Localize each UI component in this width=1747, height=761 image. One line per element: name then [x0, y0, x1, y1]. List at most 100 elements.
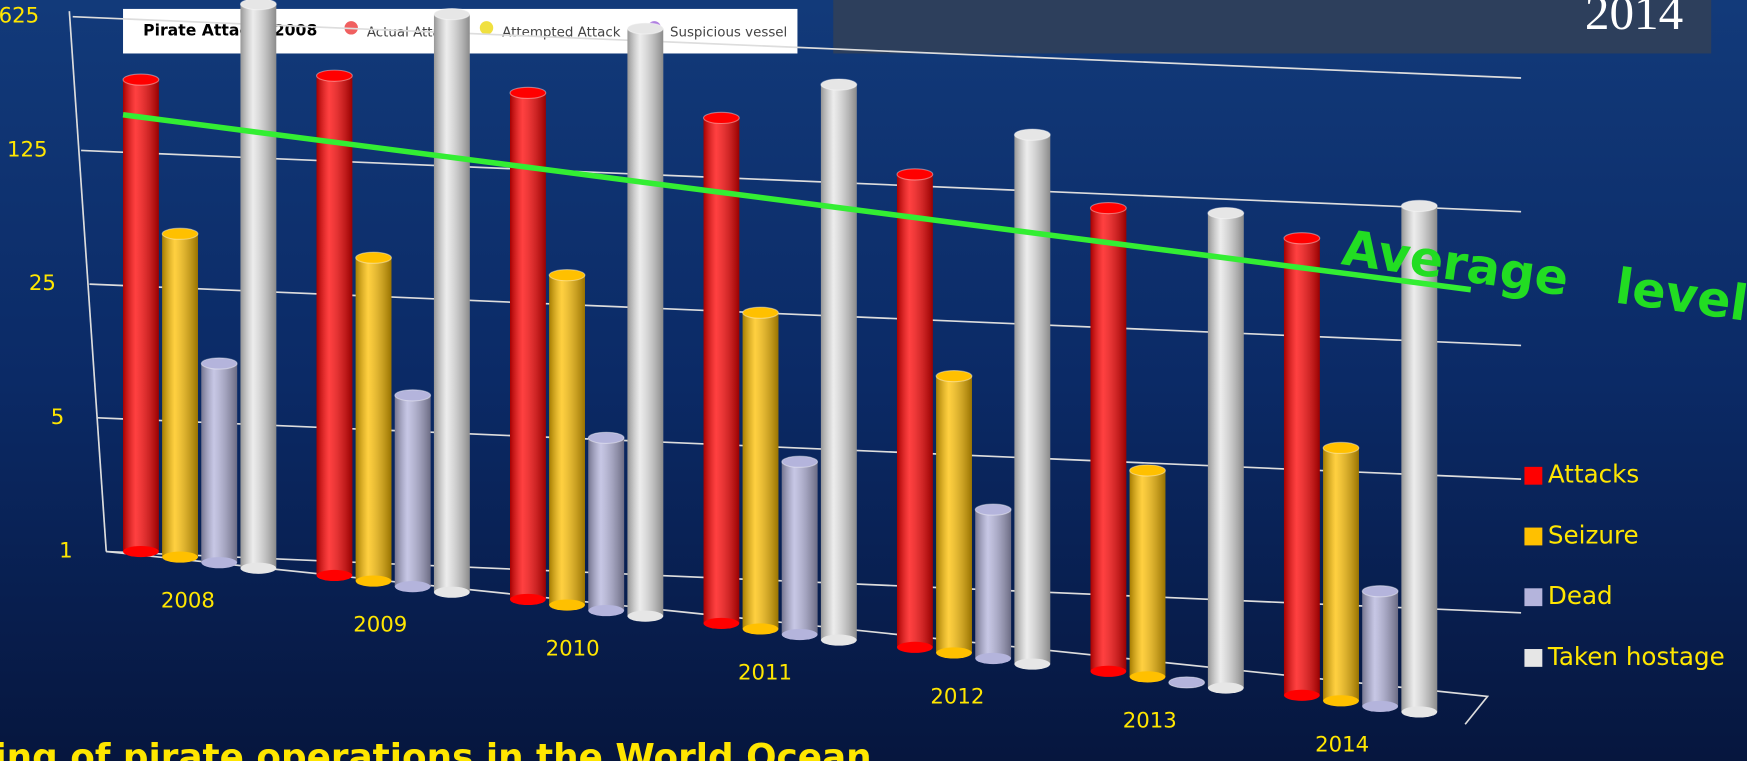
bar-shade [240, 4, 277, 569]
bar-base [1283, 689, 1320, 701]
bar-shade [201, 363, 238, 563]
y-tick-label: 25 [29, 271, 56, 296]
map-legend-item: Suspicious vessel [670, 25, 787, 40]
x-tick-label: 2013 [1123, 708, 1177, 733]
bar-cap [896, 168, 934, 181]
bar-shade [355, 257, 392, 582]
bar-base [123, 545, 159, 558]
bar-base [975, 652, 1012, 665]
bar-shade [1323, 447, 1359, 701]
footer: ing of pirate operations in the World Oc… [0, 737, 872, 761]
map-strip [833, 0, 1712, 54]
bar-base [240, 562, 277, 574]
bar-cap [394, 389, 432, 402]
legend-swatch [1524, 588, 1543, 607]
bar-base [1129, 671, 1166, 683]
bar-shade [1362, 591, 1399, 707]
bar-cap [548, 269, 586, 282]
bar-base [936, 647, 972, 659]
bar-cap [433, 7, 471, 21]
bar-shade [975, 509, 1012, 659]
bar-shade [820, 84, 857, 641]
legend-swatch [1524, 527, 1543, 546]
bar-base [433, 586, 470, 598]
bar-base [703, 617, 740, 629]
bar-shade [588, 437, 625, 611]
legend-swatch [1524, 649, 1543, 667]
bar-shade [316, 75, 353, 576]
bar-shade [896, 174, 933, 648]
bar-shade [123, 79, 159, 552]
bar-base [896, 641, 933, 653]
bar-shade [433, 14, 470, 593]
bar-base [1207, 682, 1244, 694]
bar-cap [587, 431, 625, 444]
bar-shade [1090, 208, 1127, 672]
bar-cap [1168, 676, 1206, 689]
bar-base [1323, 695, 1359, 707]
bar-cap [1207, 206, 1245, 220]
x-tick-label: 2012 [930, 685, 984, 710]
x-tick-label: 2009 [353, 613, 407, 638]
bar-base [627, 610, 664, 622]
bar-cap [935, 369, 973, 383]
x-tick-label: 2011 [738, 661, 792, 686]
bar-base [355, 575, 392, 587]
bar-cap [1013, 128, 1051, 141]
bar-cap [626, 22, 664, 35]
y-tick-label: 625 [0, 4, 39, 29]
y-tick-label: 125 [7, 137, 48, 162]
bar-cap [1283, 232, 1321, 245]
x-tick-label: 2008 [161, 589, 215, 614]
bar-base [1090, 665, 1127, 677]
bar-base [394, 581, 431, 593]
bar-cap [239, 0, 277, 11]
bar-shade [936, 376, 972, 653]
bar-base [820, 634, 857, 646]
bar-cap [1089, 201, 1127, 215]
y-tick-label: 5 [51, 405, 65, 430]
bar-base [549, 599, 585, 611]
pin [479, 21, 494, 35]
bar-base [1362, 700, 1399, 712]
bar-shade [1401, 205, 1438, 712]
bar-shade [627, 28, 664, 617]
bar-cap [122, 73, 160, 86]
x-tick-label: 2010 [546, 637, 600, 662]
bar-shade [1207, 213, 1244, 689]
legend-label: Seizure [1548, 521, 1639, 550]
bar-base [201, 557, 238, 569]
bar-base [588, 605, 625, 617]
bar-cap [1400, 199, 1438, 213]
grid-line [72, 15, 1522, 79]
bar-cap [1361, 585, 1399, 598]
bar-cap [820, 78, 858, 91]
bar-shade [162, 233, 198, 558]
legend-label: Attacks [1548, 460, 1639, 489]
average-line [122, 112, 1472, 293]
bar-shade [742, 312, 779, 629]
bar-cap [200, 357, 238, 370]
bar-cap [781, 455, 819, 468]
bar-base [510, 593, 546, 606]
legend-label: Taken hostage [1547, 642, 1725, 671]
map-legend-title: Pirate Attacks 2008 [143, 22, 317, 40]
bar-cap [161, 227, 199, 240]
overlay-title: 2014 [1585, 0, 1683, 40]
bar-shade [781, 461, 818, 635]
bar-shade [1014, 134, 1051, 665]
bar-base [1014, 658, 1051, 670]
bar-cap [742, 306, 779, 319]
bar-shade [703, 117, 740, 624]
legend-label: Dead [1548, 581, 1613, 610]
bar-base [1401, 706, 1438, 718]
bar-cap [1322, 441, 1360, 455]
bar-cap [974, 503, 1012, 516]
bar-cap [509, 86, 547, 99]
bar-base [316, 569, 353, 582]
bar-shade [549, 275, 585, 606]
bar-shade [1129, 470, 1166, 677]
